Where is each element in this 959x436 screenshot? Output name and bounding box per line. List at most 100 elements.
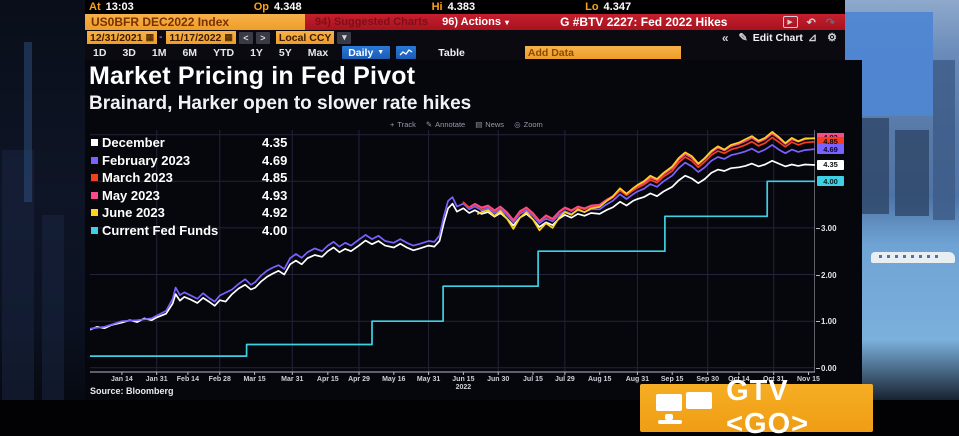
- price-tag-4.35: 4.35: [817, 159, 844, 170]
- legend-item[interactable]: June 2023 4.92: [91, 204, 287, 222]
- date-separator: -: [159, 32, 163, 43]
- news-icon: ▤: [475, 119, 483, 129]
- legend-item[interactable]: Current Fed Funds 4.00: [91, 222, 287, 240]
- at-label: At: [89, 1, 101, 13]
- legend-series-value: 4.85: [262, 170, 288, 186]
- low-value: 4.347: [603, 1, 632, 13]
- x-tick-feb-28: Feb 28: [208, 376, 231, 383]
- chart-panel: Market Pricing in Fed Pivot Brainard, Ha…: [85, 60, 862, 400]
- calendar-icon[interactable]: ▦: [224, 32, 233, 42]
- x-tick-nov-15: Nov 15: [796, 376, 820, 383]
- undo-icon[interactable]: ↶: [806, 16, 816, 29]
- line-chart-icon[interactable]: [396, 46, 417, 59]
- x-tick-sep-30: Sep 30: [696, 376, 719, 383]
- chart-subtitle: Brainard, Harker open to slower rate hik…: [89, 93, 472, 114]
- x-tick-aug-31: Aug 31: [625, 376, 650, 383]
- low-label: Lo: [585, 1, 599, 13]
- source-note: Source: Bloomberg: [90, 386, 174, 396]
- mini-news-button[interactable]: ▤ News: [475, 119, 505, 129]
- period-button-1d[interactable]: 1D: [93, 46, 107, 59]
- period-bar: 1D 3D 1M 6M YTD 1Y 5Y Max Daily ▼ Table Add Dat…: [85, 45, 845, 60]
- x-tick-may-16: May 16: [382, 376, 406, 383]
- legend-item[interactable]: March 2023 4.85: [91, 169, 287, 187]
- actions-button[interactable]: 96) Actions: [442, 16, 501, 28]
- video-icon[interactable]: ▶: [782, 16, 798, 28]
- edit-chart-button[interactable]: Edit Chart: [752, 31, 803, 44]
- y-tick-2.00: 2.00: [816, 270, 837, 280]
- x-tick-jun-15: Jun 15: [452, 376, 475, 383]
- price-tag-4.69: 4.69: [817, 144, 844, 155]
- calendar-icon[interactable]: ▦: [145, 32, 155, 42]
- x-tick-apr-29: Apr 29: [348, 376, 370, 383]
- y-tick-3.00: 3.00: [816, 223, 837, 233]
- actions-dropdown-icon[interactable]: ▾: [504, 17, 509, 27]
- period-button-1m[interactable]: 1M: [151, 46, 167, 59]
- legend-swatch: [91, 139, 98, 147]
- legend-series-name: June 2023: [102, 205, 165, 221]
- x-tick-oct-31: Oct 31: [762, 376, 785, 383]
- currency-dropdown-icon[interactable]: ▾: [337, 31, 352, 44]
- plot-svg[interactable]: [90, 130, 815, 376]
- period-button-max[interactable]: Max: [307, 46, 329, 59]
- x-tick-mar-31: Mar 31: [281, 376, 304, 383]
- legend-series-value: 4.69: [262, 152, 288, 168]
- high-label: Hi: [431, 1, 443, 13]
- period-buttons: 1D 3D 1M 6M YTD 1Y 5Y Max: [85, 47, 336, 59]
- add-data-input[interactable]: Add Data: [524, 46, 681, 59]
- period-button-5y[interactable]: 5Y: [278, 46, 292, 59]
- open-value: 4.348: [274, 1, 302, 13]
- suggested-charts-button[interactable]: 94) Suggested Charts: [315, 16, 429, 28]
- mini-track-button[interactable]: + Track: [390, 119, 416, 129]
- next-range-button[interactable]: >: [255, 31, 270, 44]
- ticker-field[interactable]: US0BFR DEC2022 Index: [85, 14, 305, 30]
- legend-item[interactable]: February 2023 4.69: [91, 152, 287, 170]
- tv-monitors-icon: [652, 388, 726, 428]
- legend-series-value: 4.93: [262, 187, 288, 203]
- legend-swatch: [91, 226, 98, 234]
- legend-swatch: [91, 209, 98, 217]
- legend-item[interactable]: December 4.35: [91, 134, 287, 152]
- period-button-ytd[interactable]: YTD: [213, 46, 235, 59]
- frequency-select[interactable]: Daily ▼: [342, 46, 391, 59]
- range-bar: 12/31/2021 ▦ - 11/17/2022 ▦ < > Local CC…: [85, 30, 845, 45]
- x-axis-year-label: 2022: [455, 384, 472, 391]
- legend-series-value: 4.00: [262, 222, 288, 238]
- high-value: 4.383: [447, 1, 476, 13]
- x-tick-oct-14: Oct 14: [728, 376, 750, 383]
- x-tick-may-31: May 31: [416, 376, 441, 383]
- chart-title: Market Pricing in Fed Pivot: [89, 62, 416, 90]
- gtv-go-logo: GTV <GO>: [640, 375, 873, 436]
- settings-gear-icon[interactable]: ⚙: [827, 32, 837, 44]
- skyline-left-background: [0, 0, 85, 436]
- x-tick-jul-15: Jul 15: [523, 376, 543, 383]
- legend-swatch: [91, 191, 98, 199]
- currency-select[interactable]: Local CCY: [275, 31, 335, 44]
- legend-swatch: [91, 174, 98, 182]
- gtv-go-label: GTV <GO>: [726, 375, 810, 436]
- price-tag-4.85: 4.85: [817, 136, 844, 147]
- frequency-dropdown-icon: ▼: [377, 49, 385, 56]
- x-tick-apr-15: Apr 15: [316, 376, 339, 383]
- prev-range-button[interactable]: <: [238, 31, 253, 44]
- redo-icon[interactable]: ↷: [825, 16, 835, 29]
- x-tick-feb-14: Feb 14: [176, 376, 199, 383]
- end-date-field[interactable]: 11/17/2022 ▦: [166, 31, 236, 44]
- annotate-chart-icon[interactable]: ⊿: [807, 32, 818, 44]
- mini-zoom-button[interactable]: ◎ Zoom: [514, 119, 543, 129]
- y-tick-1.00: 1.00: [816, 317, 837, 327]
- start-date-field[interactable]: 12/31/2021 ▦: [87, 31, 158, 44]
- x-tick-sep-15: Sep 15: [660, 376, 684, 383]
- at-value: 13:03: [105, 1, 134, 13]
- mini-annotate-button[interactable]: ✎ Annotate: [425, 119, 466, 129]
- period-button-3d[interactable]: 3D: [122, 46, 136, 59]
- legend-item[interactable]: May 2023 4.93: [91, 187, 287, 205]
- period-button-6m[interactable]: 6M: [182, 46, 198, 59]
- period-button-1y[interactable]: 1Y: [250, 46, 263, 59]
- table-button[interactable]: Table: [438, 46, 465, 59]
- track-icon: +: [390, 119, 395, 129]
- annotate-icon: ✎: [425, 119, 433, 129]
- legend-series-value: 4.92: [262, 205, 288, 221]
- legend-swatch: [91, 156, 98, 164]
- pencil-icon[interactable]: ✎: [738, 32, 748, 44]
- collapse-panel-icon[interactable]: «: [721, 30, 729, 45]
